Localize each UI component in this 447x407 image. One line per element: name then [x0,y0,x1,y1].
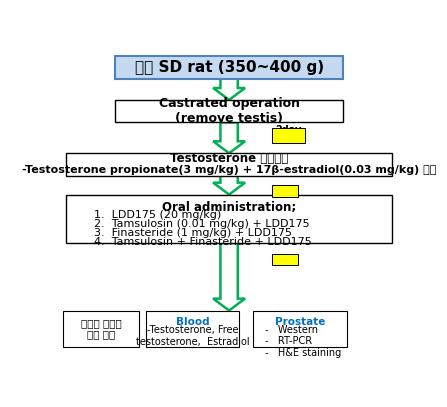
FancyBboxPatch shape [63,311,139,347]
Text: -Testosterone, Free
testosterone,  Estradiol: -Testosterone, Free testosterone, Estrad… [136,325,249,346]
FancyBboxPatch shape [272,128,305,143]
Polygon shape [213,176,245,195]
Text: Testosterone 근육투여: Testosterone 근육투여 [170,152,288,165]
Text: -   Western
-   RT-PCR
-   H&E staining: - Western - RT-PCR - H&E staining [266,325,342,358]
Text: -Testosterone propionate(3 mg/kg) + 17β-estradiol(0.03 mg/kg) 매일: -Testosterone propionate(3 mg/kg) + 17β-… [22,165,436,175]
Text: Castrated operation
(remove testis): Castrated operation (remove testis) [159,97,299,125]
Text: 정상 SD rat (350~400 g): 정상 SD rat (350~400 g) [135,60,324,75]
FancyBboxPatch shape [253,311,347,347]
Text: Prostate: Prostate [275,317,325,327]
FancyBboxPatch shape [272,186,299,197]
Text: 2day
after: 2day after [275,125,302,146]
Text: 2.  Tamsulosin (0.01 mg/kg) + LDD175: 2. Tamsulosin (0.01 mg/kg) + LDD175 [94,219,310,229]
Polygon shape [213,243,245,311]
Polygon shape [213,123,245,153]
Text: 전립선 요도부
내압 측정: 전립선 요도부 내압 측정 [80,318,121,339]
Text: 1.  LDD175 (20 mg/kg): 1. LDD175 (20 mg/kg) [94,210,221,220]
Text: Oral administration;: Oral administration; [162,201,296,214]
FancyBboxPatch shape [66,153,392,176]
Polygon shape [213,79,245,100]
FancyBboxPatch shape [115,100,343,123]
Text: 4.  Tamsulosin + Finasteride + LDD175: 4. Tamsulosin + Finasteride + LDD175 [94,236,312,247]
Text: 3.  Finasteride (1 mg/kg) + LDD175: 3. Finasteride (1 mg/kg) + LDD175 [94,228,292,238]
FancyBboxPatch shape [272,254,299,265]
FancyBboxPatch shape [115,56,343,79]
Text: Blood: Blood [176,317,210,327]
Text: 4wk: 4wk [274,186,297,196]
FancyBboxPatch shape [146,311,240,347]
Text: 4wk: 4wk [274,254,297,265]
FancyBboxPatch shape [66,195,392,243]
